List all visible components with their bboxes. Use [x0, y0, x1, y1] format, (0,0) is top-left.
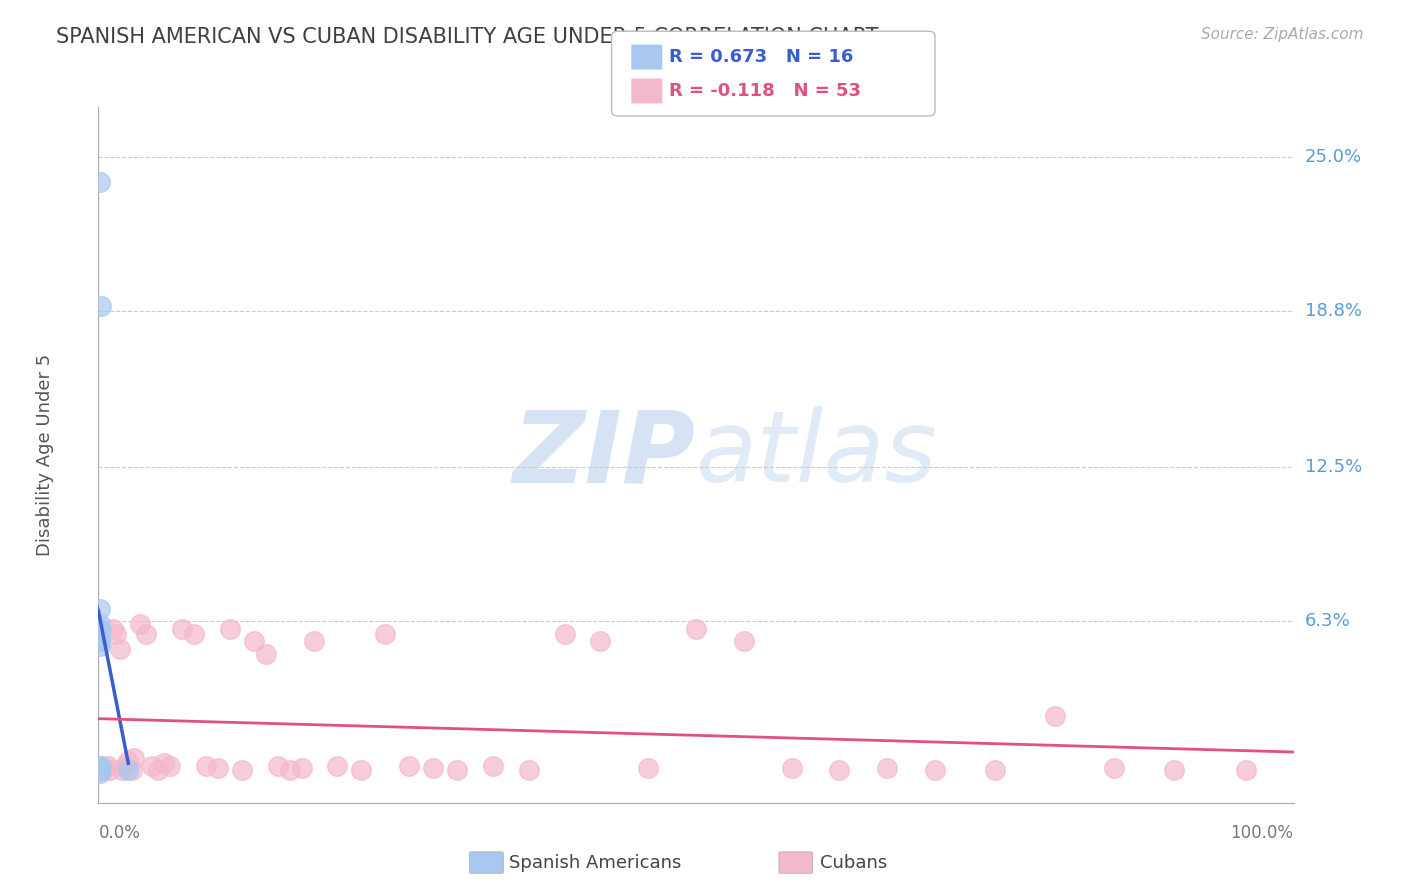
Point	[326, 758, 349, 772]
Text: 25.0%: 25.0%	[1305, 148, 1362, 166]
Point	[207, 761, 229, 775]
Text: Source: ZipAtlas.com: Source: ZipAtlas.com	[1201, 27, 1364, 42]
Point	[183, 627, 205, 641]
Point	[90, 761, 112, 775]
Point	[105, 627, 128, 641]
Text: atlas: atlas	[696, 407, 938, 503]
Point	[89, 764, 111, 778]
Point	[89, 602, 111, 616]
Point	[121, 764, 143, 778]
Point	[89, 634, 111, 648]
Point	[89, 634, 111, 648]
Point	[194, 758, 217, 772]
Point	[828, 764, 851, 778]
Point	[302, 634, 325, 648]
Point	[89, 622, 111, 636]
Point	[219, 622, 242, 636]
Point	[124, 751, 146, 765]
Point	[924, 764, 946, 778]
Point	[159, 758, 181, 772]
Point	[148, 764, 170, 778]
Point	[135, 627, 157, 641]
Point	[1163, 764, 1185, 778]
Text: ZIP: ZIP	[513, 407, 696, 503]
Point	[637, 761, 659, 775]
Point	[111, 764, 134, 778]
Text: R = 0.673   N = 16: R = 0.673 N = 16	[669, 48, 853, 66]
Point	[446, 764, 468, 778]
Point	[172, 622, 194, 636]
Point	[114, 758, 136, 772]
Point	[290, 761, 312, 775]
Point	[1043, 708, 1066, 723]
Point	[254, 647, 277, 661]
Point	[267, 758, 290, 772]
Point	[141, 758, 163, 772]
Point	[589, 634, 612, 648]
Point	[350, 764, 373, 778]
Point	[517, 764, 540, 778]
Text: 0.0%: 0.0%	[98, 823, 141, 842]
Point	[91, 758, 114, 772]
Point	[129, 616, 152, 631]
Point	[117, 754, 139, 768]
Point	[89, 758, 111, 772]
Point	[89, 627, 111, 641]
Point	[89, 622, 111, 636]
Point	[374, 627, 396, 641]
Point	[1234, 764, 1257, 778]
Point	[733, 634, 755, 648]
Point	[481, 758, 505, 772]
Point	[108, 641, 131, 656]
Text: Cubans: Cubans	[820, 854, 887, 871]
Point	[89, 616, 111, 631]
Point	[1102, 761, 1125, 775]
Point	[98, 764, 122, 778]
Text: R = -0.118   N = 53: R = -0.118 N = 53	[669, 82, 862, 100]
Point	[685, 622, 707, 636]
Point	[983, 764, 1005, 778]
Point	[422, 761, 444, 775]
Text: 100.0%: 100.0%	[1230, 823, 1294, 842]
Point	[278, 764, 301, 778]
Point	[780, 761, 803, 775]
Point	[554, 627, 576, 641]
Point	[89, 634, 111, 648]
Point	[89, 766, 111, 780]
Point	[876, 761, 898, 775]
Text: 6.3%: 6.3%	[1305, 613, 1350, 631]
Point	[89, 175, 111, 189]
Point	[90, 764, 112, 778]
Text: Disability Age Under 5: Disability Age Under 5	[35, 354, 53, 556]
Point	[101, 622, 124, 636]
Text: Spanish Americans: Spanish Americans	[509, 854, 682, 871]
Text: 12.5%: 12.5%	[1305, 458, 1362, 476]
Text: 18.8%: 18.8%	[1305, 301, 1361, 320]
Point	[89, 639, 111, 653]
Text: SPANISH AMERICAN VS CUBAN DISABILITY AGE UNDER 5 CORRELATION CHART: SPANISH AMERICAN VS CUBAN DISABILITY AGE…	[56, 27, 879, 46]
Point	[90, 299, 112, 313]
Point	[117, 764, 139, 778]
Point	[243, 634, 266, 648]
Point	[97, 758, 120, 772]
Point	[231, 764, 253, 778]
Point	[93, 764, 115, 778]
Point	[398, 758, 420, 772]
Point	[153, 756, 176, 770]
